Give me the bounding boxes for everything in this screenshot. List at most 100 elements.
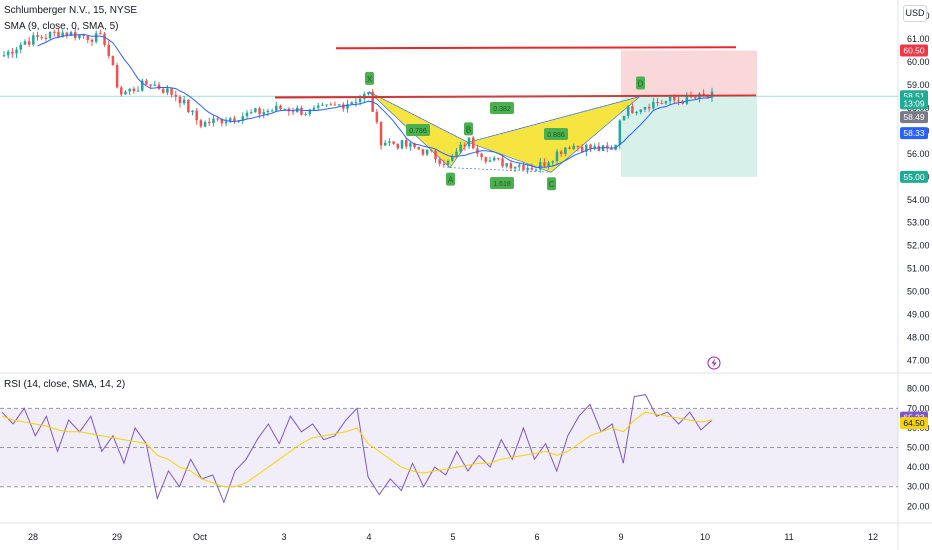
candle-body [396, 143, 400, 149]
candle-body [346, 104, 349, 109]
price-tick-label: 52.00 [907, 241, 930, 251]
candle-body [44, 37, 48, 39]
position-zones[interactable] [621, 50, 757, 177]
candle-body [140, 80, 144, 91]
candle-body [354, 102, 358, 104]
candle-body [547, 162, 550, 166]
candle-body [99, 33, 102, 35]
candle-body [451, 156, 454, 161]
candle-body [245, 112, 249, 117]
candle-body [505, 163, 508, 167]
price-tick-label: 51.00 [907, 264, 930, 274]
candle-body [652, 101, 655, 109]
candle-body [199, 120, 203, 127]
price-axis-label: 13:09 [903, 98, 925, 108]
candle-body [203, 121, 207, 127]
candle-body [367, 91, 370, 95]
candle-body [333, 104, 337, 106]
time-tick-label: 11 [784, 532, 793, 542]
time-tick-label: 5 [450, 532, 455, 542]
candle-body [312, 107, 316, 110]
pattern-ratio-box [490, 102, 514, 114]
price-tick-label: 59.00 [907, 80, 930, 90]
candle-body [36, 35, 39, 38]
pattern-dashed-xb-bd [368, 91, 641, 143]
candle-body [249, 112, 253, 114]
pattern-point-marker [365, 71, 374, 85]
candle-body [375, 111, 379, 123]
resistance-line-upper [335, 46, 737, 50]
candle-body [321, 104, 324, 106]
candle-body [660, 103, 663, 105]
candle-body [166, 88, 169, 93]
candle-body [136, 90, 140, 92]
candle-body [254, 108, 257, 113]
candle-body [388, 141, 391, 143]
candle-body [518, 165, 521, 167]
candle-body [350, 102, 353, 105]
pattern-ratio-label: 1.618 [493, 181, 511, 188]
candle-body [589, 144, 592, 149]
candle-body [270, 110, 274, 112]
candle-body [643, 106, 647, 110]
candle-body [702, 93, 705, 96]
candle-body [497, 157, 500, 159]
symbol-title[interactable]: Schlumberger N.V., 15, NYSE [4, 5, 138, 16]
pattern-point-marker [547, 177, 556, 191]
candle-body [530, 167, 534, 170]
candle-body [492, 157, 496, 161]
candle-body [69, 32, 73, 36]
sma-indicator-title[interactable]: SMA (9, close, 0, SMA, 5) [4, 21, 119, 32]
rsi-tick-label: 20.00 [907, 501, 930, 511]
pattern-point-marker [464, 122, 473, 136]
candle-body [379, 122, 383, 146]
time-tick-label: 28 [28, 532, 38, 542]
candle-body [564, 147, 567, 154]
candle-body [19, 44, 23, 50]
candle-body [78, 34, 81, 39]
candle-body [15, 49, 18, 54]
candle-body [266, 110, 270, 113]
pattern-point-label: C [549, 180, 555, 189]
candle-body [82, 34, 85, 36]
rsi-indicator-title[interactable]: RSI (14, close, SMA, 14, 2) [4, 379, 126, 390]
candle-body [308, 109, 312, 115]
price-axis-label: 58.51 [903, 91, 925, 101]
candle-body [279, 105, 282, 110]
candle-body [513, 166, 517, 169]
harmonic-pattern[interactable]: X A B C D 0.786 0.382 1.618 0.886 [365, 71, 645, 191]
candle-body [304, 114, 307, 116]
candle-body [27, 41, 31, 45]
pattern-point-marker [446, 172, 455, 186]
rsi-tick-label: 50.00 [907, 443, 930, 453]
candle-body [404, 140, 408, 147]
price-axis-label-box [900, 127, 928, 140]
time-tick-label: Oct [193, 532, 208, 542]
price-tick-label: 56.00 [907, 149, 930, 159]
candle-body [358, 98, 362, 103]
candle-body [23, 41, 27, 45]
candle-body [208, 121, 211, 124]
candle-body [11, 51, 14, 54]
candle-body [639, 109, 643, 113]
candle-body [191, 110, 194, 113]
resistance-lines[interactable] [0, 46, 898, 99]
candle-body [430, 149, 433, 151]
price-axis[interactable]: 62.0061.0060.0059.0058.0057.0056.0055.00… [900, 11, 930, 511]
lightning-icon[interactable] [707, 356, 721, 370]
candle-body [618, 120, 622, 145]
candle-body [174, 94, 178, 97]
candle-body [631, 106, 634, 114]
rsi-line [1, 394, 713, 504]
candle-body [593, 146, 596, 149]
candle-body [467, 137, 471, 147]
pattern-point-label: D [638, 79, 644, 88]
currency-button[interactable]: USD [903, 5, 927, 22]
time-axis[interactable]: 28 29 Oct 3 4 5 6 9 10 11 12 [28, 532, 878, 542]
pattern-point-label: B [466, 125, 471, 134]
candle-body [463, 144, 467, 147]
candle-body [501, 158, 504, 167]
candle-body [316, 105, 320, 108]
candlestick-series [2, 27, 714, 174]
